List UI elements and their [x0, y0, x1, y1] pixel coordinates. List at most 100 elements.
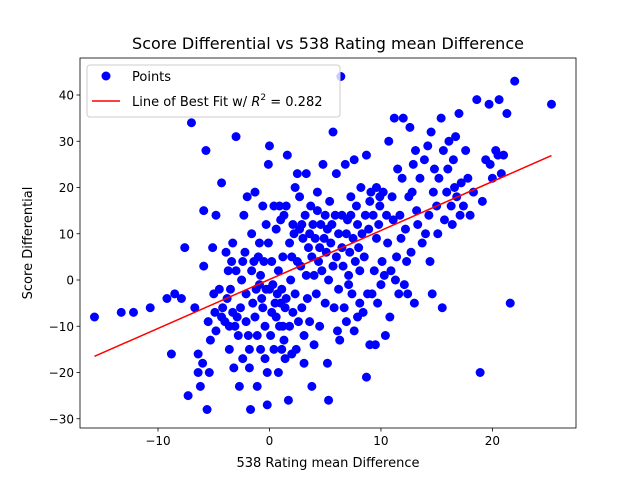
- data-point: [341, 317, 351, 327]
- data-point: [301, 169, 311, 179]
- data-point: [353, 220, 363, 229]
- data-point: [365, 196, 375, 206]
- data-point: [258, 303, 268, 313]
- data-point: [217, 178, 227, 188]
- data-point: [402, 257, 412, 266]
- data-point: [266, 331, 276, 340]
- data-point: [268, 280, 278, 290]
- data-point: [295, 192, 305, 202]
- data-point: [298, 233, 308, 243]
- data-point: [417, 238, 427, 248]
- data-point: [224, 344, 234, 354]
- data-point: [279, 335, 289, 345]
- data-point: [375, 201, 385, 211]
- data-point: [271, 312, 281, 322]
- data-point: [250, 187, 260, 197]
- data-point: [390, 275, 400, 285]
- data-point: [388, 215, 398, 225]
- data-point: [193, 349, 203, 359]
- data-point: [273, 368, 283, 377]
- data-point: [383, 238, 393, 248]
- data-point: [411, 146, 420, 155]
- data-point: [238, 354, 248, 364]
- data-point: [308, 220, 318, 229]
- data-point: [338, 261, 348, 271]
- data-point: [233, 331, 243, 340]
- data-point: [475, 368, 485, 377]
- data-point: [306, 201, 316, 211]
- data-point: [286, 275, 296, 285]
- data-point: [250, 312, 260, 322]
- data-point: [208, 243, 218, 253]
- data-point: [505, 298, 515, 308]
- data-point: [263, 159, 273, 169]
- data-point: [203, 317, 213, 327]
- data-point: [241, 289, 251, 299]
- data-point: [444, 136, 454, 146]
- data-point: [358, 307, 368, 317]
- data-point: [458, 201, 468, 211]
- data-point: [312, 206, 322, 216]
- data-point: [318, 159, 328, 169]
- data-point: [201, 146, 211, 155]
- data-point: [214, 284, 224, 294]
- data-point: [454, 109, 464, 118]
- data-point: [199, 206, 209, 216]
- data-point: [386, 266, 396, 276]
- axes-frame: [79, 57, 577, 429]
- data-point: [290, 183, 300, 192]
- data-point: [405, 122, 415, 132]
- data-point: [377, 257, 387, 266]
- data-point: [278, 321, 288, 331]
- data-point: [349, 155, 359, 165]
- data-point: [447, 220, 457, 229]
- data-point: [371, 233, 381, 243]
- data-point: [324, 275, 334, 285]
- best-fit-line: [94, 154, 552, 357]
- data-point: [301, 270, 311, 280]
- legend: Points Line of Best Fit w/ R2 = 0.282: [86, 64, 341, 118]
- data-point: [262, 368, 272, 377]
- legend-label-fit-r: R: [251, 95, 260, 110]
- legend-label-points: Points: [132, 70, 171, 85]
- data-point: [426, 127, 436, 137]
- data-point: [346, 210, 356, 220]
- data-point: [211, 210, 221, 220]
- data-point: [231, 266, 241, 276]
- x-axis-label: 538 Rating mean Difference: [236, 456, 419, 471]
- data-point: [382, 210, 392, 220]
- data-point: [195, 381, 205, 391]
- data-point: [180, 243, 190, 253]
- data-point: [334, 284, 344, 294]
- data-point: [269, 344, 279, 354]
- data-point: [340, 159, 350, 169]
- data-point: [259, 257, 269, 266]
- data-point: [428, 187, 438, 197]
- data-point: [190, 303, 200, 313]
- data-point: [465, 210, 475, 220]
- data-point: [241, 317, 251, 327]
- data-point: [448, 155, 458, 165]
- data-point: [116, 307, 126, 317]
- data-point: [398, 113, 408, 123]
- data-point: [484, 99, 494, 109]
- data-point: [275, 201, 285, 211]
- y-tick-label: 40: [59, 89, 74, 103]
- x-tick-label: 0: [266, 434, 274, 448]
- data-point: [186, 118, 196, 128]
- data-point: [339, 303, 349, 313]
- legend-marker-points: [101, 71, 111, 81]
- data-point: [290, 289, 300, 299]
- data-point: [397, 173, 407, 183]
- data-point: [326, 238, 336, 248]
- data-point: [359, 252, 369, 262]
- y-axis-label: Score Differential: [21, 187, 36, 300]
- data-point: [344, 280, 354, 290]
- legend-box: [86, 64, 341, 118]
- x-tick-label: 10: [373, 434, 388, 448]
- data-point: [280, 354, 290, 364]
- data-point: [228, 238, 238, 248]
- data-point: [210, 307, 220, 317]
- data-point: [238, 257, 248, 266]
- data-point: [461, 146, 471, 155]
